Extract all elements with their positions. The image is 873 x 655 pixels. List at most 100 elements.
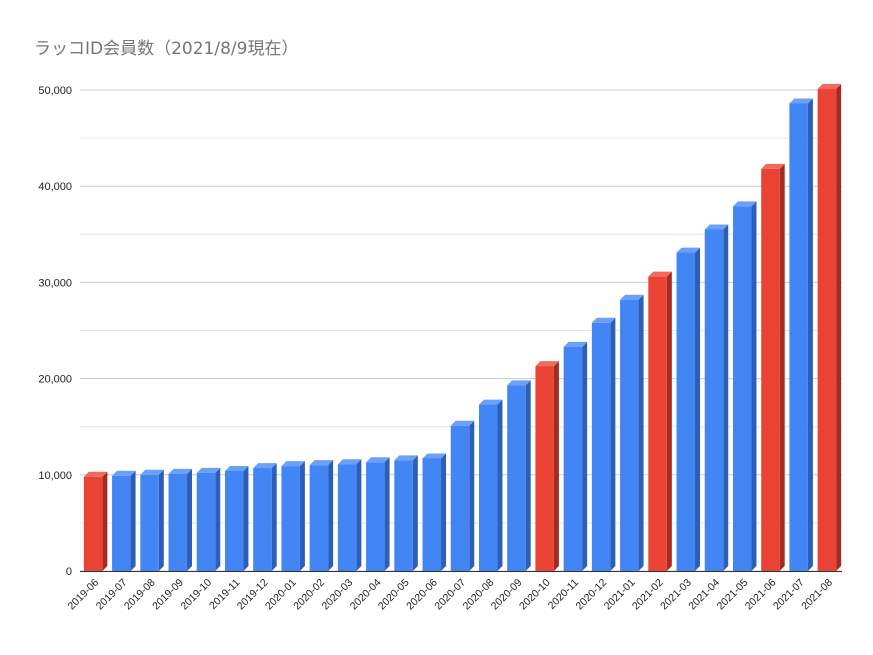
bar-2021-03 xyxy=(676,247,701,571)
bar-side xyxy=(243,465,249,571)
bar-side xyxy=(610,317,616,571)
bar-top xyxy=(478,399,503,405)
bar-front xyxy=(535,366,554,571)
bar-top xyxy=(140,469,164,475)
bars xyxy=(83,84,842,572)
bar-side xyxy=(158,469,164,571)
bar-side xyxy=(328,460,334,571)
bar-front xyxy=(394,460,413,571)
bar-top xyxy=(337,459,362,465)
bar-2020-11 xyxy=(563,341,588,571)
bar-top xyxy=(704,224,729,230)
bar-side xyxy=(666,271,672,571)
bar-side xyxy=(384,457,390,571)
bar-top xyxy=(648,271,672,277)
bar-side xyxy=(130,470,136,571)
bar-front xyxy=(196,472,216,571)
y-tick-label: 40,000 xyxy=(38,181,72,193)
bar-front xyxy=(168,473,188,571)
bar-top xyxy=(309,460,334,466)
bar-front xyxy=(676,252,696,571)
bar-front xyxy=(422,458,442,571)
bar-front xyxy=(337,464,357,571)
bar-2019-06 xyxy=(83,471,108,571)
bar-side xyxy=(553,361,559,571)
bar-front xyxy=(140,474,159,571)
bar-side xyxy=(412,455,418,571)
bar-top xyxy=(83,471,108,477)
bar-2021-08 xyxy=(817,84,842,572)
bar-front xyxy=(648,276,667,571)
bar-front xyxy=(478,404,498,571)
bar-side xyxy=(525,380,531,571)
bar-2019-11 xyxy=(224,465,249,571)
bar-2020-02 xyxy=(309,460,334,571)
bar-side xyxy=(723,224,729,572)
bar-side xyxy=(469,420,475,571)
bar-front xyxy=(789,103,808,571)
bar-top xyxy=(620,294,644,300)
bar-top xyxy=(676,247,701,253)
bar-2019-09 xyxy=(168,468,193,571)
bar-side xyxy=(215,467,221,571)
y-axis-ticks: 0 10,000 20,000 30,000 40,000 50,000 xyxy=(38,85,72,578)
bar-front xyxy=(253,468,272,571)
bar-2020-12 xyxy=(591,317,616,571)
bar-top xyxy=(591,317,616,323)
bar-2019-07 xyxy=(112,470,136,571)
bar-side xyxy=(299,461,305,571)
bar-side xyxy=(779,163,785,571)
bar-front xyxy=(281,466,300,571)
bar-top xyxy=(168,468,193,474)
bar-top xyxy=(253,463,277,469)
bar-2021-07 xyxy=(789,98,813,571)
x-tick-label: 2021-08 xyxy=(799,577,835,613)
bar-2020-08 xyxy=(478,399,503,571)
bar-front xyxy=(732,206,752,572)
x-tick-label: 2020-10 xyxy=(517,577,553,613)
chart-title: ラッコID会員数（2021/8/9現在） xyxy=(34,39,299,59)
bar-front xyxy=(563,346,583,571)
bar-front xyxy=(761,168,780,571)
y-tick-label: 10,000 xyxy=(38,470,72,482)
bar-side xyxy=(638,294,644,571)
bar-top xyxy=(450,420,475,426)
bar-top xyxy=(732,201,757,207)
bar-side xyxy=(187,468,193,571)
bar-front xyxy=(112,475,131,571)
bar-2020-10 xyxy=(535,361,559,571)
bar-side xyxy=(582,341,588,571)
bar-front xyxy=(817,89,837,572)
bar-2020-03 xyxy=(337,459,362,571)
bar-side xyxy=(497,399,503,571)
bar-top xyxy=(817,84,842,90)
bar-side xyxy=(836,84,842,572)
bar-front xyxy=(224,470,244,571)
bar-side xyxy=(356,459,362,571)
bar-side xyxy=(695,247,701,571)
bar-side xyxy=(102,471,108,571)
bar-side xyxy=(807,98,813,571)
bar-2021-06 xyxy=(761,163,785,571)
y-tick-label: 30,000 xyxy=(38,277,72,289)
bar-top xyxy=(281,461,305,467)
y-tick-label: 0 xyxy=(66,566,72,578)
bar-2019-10 xyxy=(196,467,221,571)
bar-front xyxy=(83,476,103,571)
bar-2019-12 xyxy=(253,463,277,571)
bar-top xyxy=(507,380,531,386)
bar-top xyxy=(761,163,785,169)
bar-top xyxy=(366,457,390,463)
bar-top xyxy=(112,470,136,476)
bar-2020-07 xyxy=(450,420,475,571)
bar-top xyxy=(563,341,588,347)
bar-front xyxy=(591,322,611,571)
bar-front xyxy=(366,462,385,571)
bar-front xyxy=(309,465,329,571)
bar-2019-08 xyxy=(140,469,164,571)
bar-2020-06 xyxy=(422,453,447,571)
y-tick-label: 50,000 xyxy=(38,85,72,97)
bar-top xyxy=(394,455,418,461)
bar-top xyxy=(422,453,447,459)
